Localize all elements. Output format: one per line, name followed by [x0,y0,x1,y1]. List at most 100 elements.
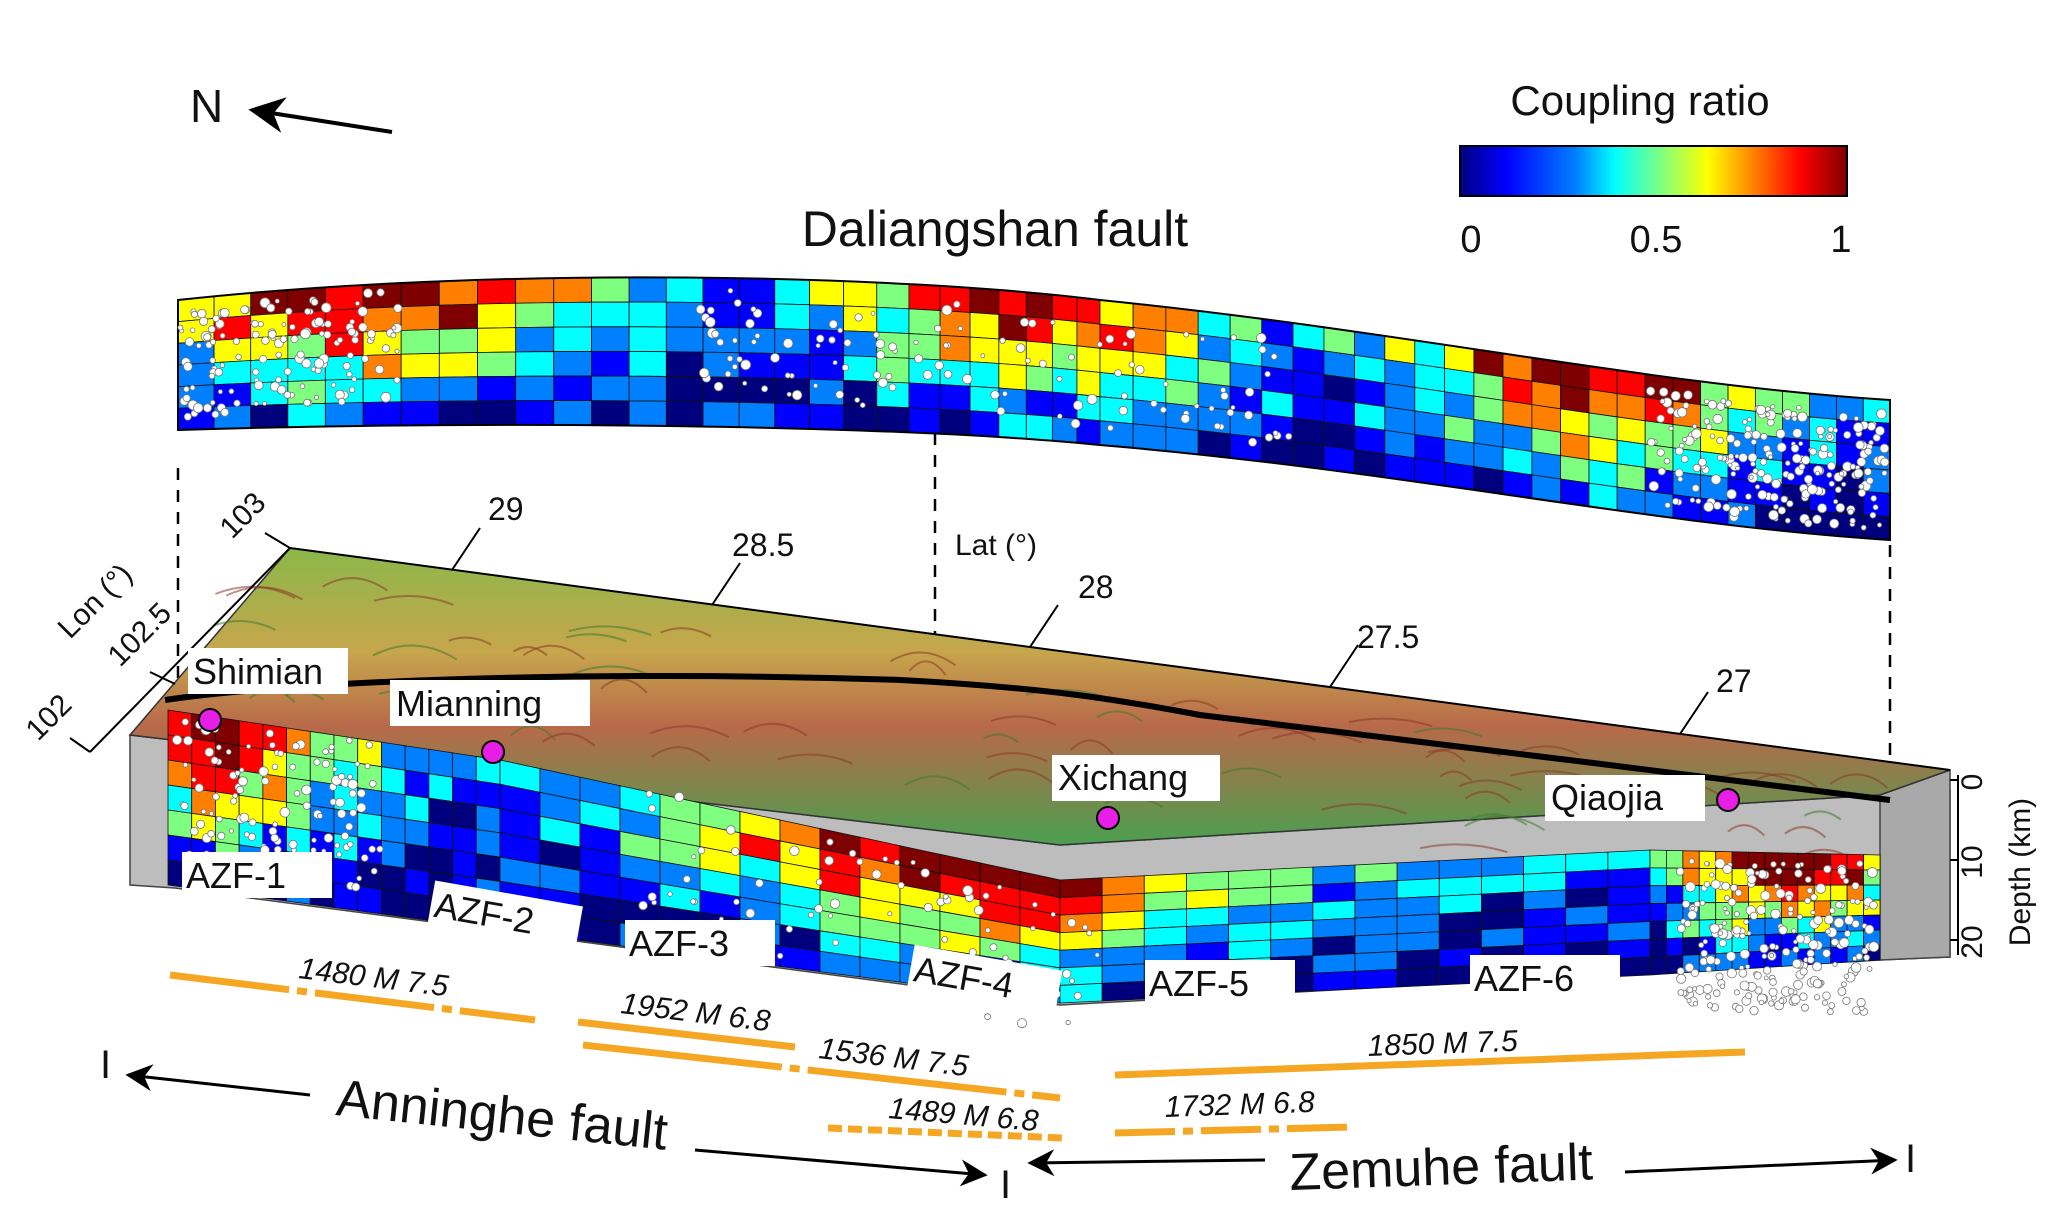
earthquake-dot [207,829,215,838]
earthquake-dot [234,770,241,776]
earthquake-dot [1676,973,1687,984]
earthquake-dot [1786,472,1795,481]
earthquake-dot [279,335,288,343]
coupling-cell [438,303,478,330]
earthquake-dot [1867,421,1877,431]
coupling-cell [1396,949,1440,970]
terrain-ridge [982,733,1019,744]
earthquake-dot [1722,906,1728,912]
earthquake-dot [304,307,312,315]
coupling-cell [1444,391,1475,420]
fault-end-mark-left: I [100,1043,111,1087]
earthquake-dot [1841,481,1847,487]
coupling-cell [400,280,440,308]
earthquake-dot [843,338,852,347]
earthquake-dot [320,302,332,314]
earthquake-dot [1804,876,1812,883]
earthquake-dot [1769,952,1775,958]
earthquake-dot [1677,407,1688,418]
earthquake-dot [219,362,226,368]
earthquake-dot [225,749,232,755]
earthquake-dot [285,307,293,315]
coupling-cell [1607,921,1651,942]
earthquake-dot [1834,486,1842,494]
coupling-cell [1354,425,1386,455]
earthquake-dot [216,815,223,823]
earthquake-dot [1755,404,1766,415]
earthquake-dot [1663,457,1671,465]
coupling-cell [1438,911,1482,933]
earthquake-dot [334,389,345,400]
coupling-cell [1076,321,1101,349]
earthquake-dot [957,325,964,332]
coupling-cell [428,846,453,876]
earthquake-dot [1792,946,1800,954]
earthquake-dot [785,925,794,933]
earthquake-dot [1752,467,1759,474]
earthquake-dot [1038,359,1047,368]
coupling-cell [475,828,501,858]
lat-axis-line [289,547,1951,771]
earthquake-dot [208,811,214,817]
earthquake-dot [1797,411,1808,423]
earthquake-dot [177,324,184,331]
earthquake-dot [248,818,257,827]
earthquake-dot [1853,468,1864,479]
earthquake-dot [1718,939,1727,948]
earthquake-dot [215,319,225,329]
earthquake-dot [1835,502,1846,513]
terrain-ridge [1727,824,1765,837]
earthquake-dot [1739,980,1750,991]
earthquake-dot [1068,353,1075,361]
coupling-cell [1607,885,1651,907]
earthquake-dot [184,337,195,347]
coupling-cell [477,400,517,426]
earthquake-dot [888,383,897,392]
earthquake-dot [1880,457,1890,467]
earthquake-dot [1849,517,1856,524]
earthquake-dot [704,316,716,328]
earthquake-dot [347,774,354,780]
coupling-cell [843,404,878,432]
earthquake-dot [1721,881,1731,891]
coupling-cell [167,784,193,814]
earthquake-dot [1692,463,1701,473]
earthquake-dot [1721,920,1728,926]
coupling-cell [452,801,477,830]
coupling-cell [1059,930,1103,951]
earthquake-dot [1150,399,1158,408]
earthquake-dot [236,785,245,794]
coupling-cell [1228,939,1272,961]
coupling-cell [477,351,517,378]
earthquake-dot [941,936,949,943]
coupling-cell [1051,318,1078,347]
earthquake-dot [1745,992,1753,1000]
fault-end-mark-right: I [1905,1137,1916,1181]
coupling-cell [1025,389,1053,417]
earthquake-dot [1828,480,1835,487]
earthquake-dot [209,338,217,346]
earthquake-dot [1758,999,1765,1006]
earthquake-dot [336,851,343,858]
coupling-cell [628,326,667,353]
earthquake-dot [345,822,354,831]
earthquake-dot [1256,332,1267,344]
coupling-cell [702,277,740,304]
coupling-cell [452,849,477,879]
earthquake-dot [228,828,234,834]
coupling-cell [591,276,630,303]
earthquake-dot [1025,357,1031,364]
earthquake-dot [272,821,279,828]
azf-coupling-plane [167,709,1881,1004]
earthquake-dot [1853,415,1860,422]
earthquake-dot [265,729,274,738]
earthquake-dot [351,882,361,892]
city-markers [198,708,1740,830]
earthquake-dot [1785,460,1791,467]
earthquake-dot [1226,408,1235,417]
earthquake-dot [199,316,209,326]
earthquake-dot [345,737,353,744]
earthquake-dot [1793,939,1798,945]
earthquake-dot [1868,439,1874,446]
earthquake-dot [394,348,400,354]
